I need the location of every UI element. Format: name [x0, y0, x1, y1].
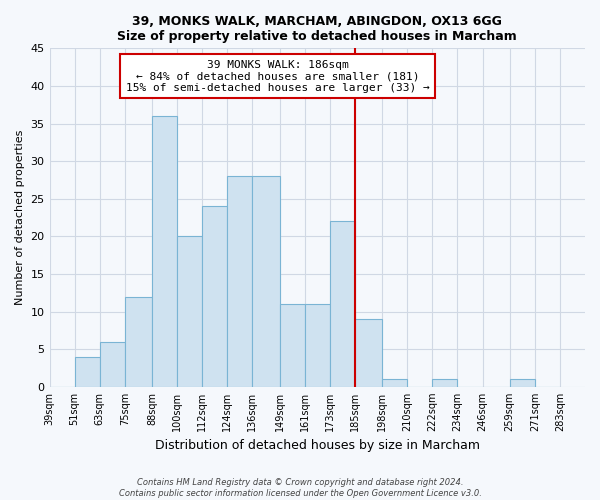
Bar — [74, 356, 100, 387]
Bar — [355, 319, 382, 387]
Bar — [152, 116, 177, 387]
Title: 39, MONKS WALK, MARCHAM, ABINGDON, OX13 6GG
Size of property relative to detache: 39, MONKS WALK, MARCHAM, ABINGDON, OX13 … — [118, 15, 517, 43]
Text: Contains HM Land Registry data © Crown copyright and database right 2024.
Contai: Contains HM Land Registry data © Crown c… — [119, 478, 481, 498]
Bar — [433, 380, 457, 387]
Bar — [253, 176, 280, 387]
Text: 39 MONKS WALK: 186sqm
← 84% of detached houses are smaller (181)
15% of semi-det: 39 MONKS WALK: 186sqm ← 84% of detached … — [125, 60, 430, 93]
Bar — [280, 304, 305, 387]
Bar — [330, 222, 355, 387]
X-axis label: Distribution of detached houses by size in Marcham: Distribution of detached houses by size … — [155, 440, 480, 452]
Bar — [227, 176, 253, 387]
Y-axis label: Number of detached properties: Number of detached properties — [15, 130, 25, 306]
Bar — [125, 296, 152, 387]
Bar — [100, 342, 125, 387]
Bar — [510, 380, 535, 387]
Bar — [177, 236, 202, 387]
Bar — [305, 304, 330, 387]
Bar — [202, 206, 227, 387]
Bar — [382, 380, 407, 387]
